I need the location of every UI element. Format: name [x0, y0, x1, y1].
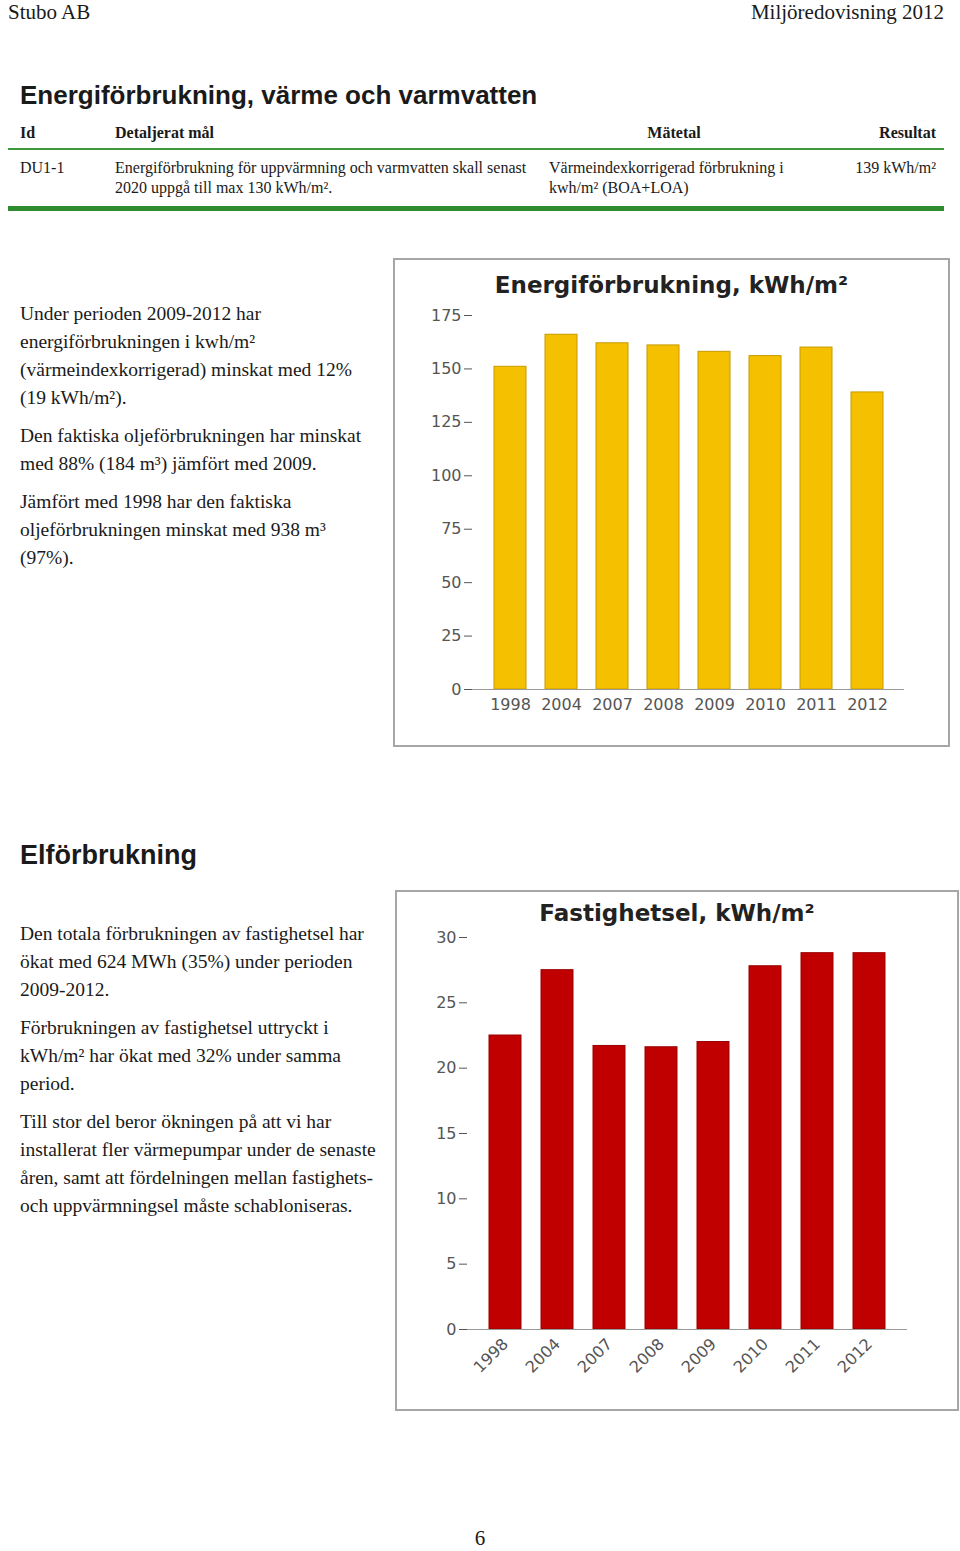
- html-text:Energiförbrukning för uppvärmn: Energiförbrukning för uppvärmning och va…: [115, 159, 527, 196]
- svg-text:2010: 2010: [730, 1334, 772, 1376]
- svg-text:2007: 2007: [592, 695, 633, 714]
- svg-text:2010: 2010: [745, 695, 786, 714]
- html-text:Miljöredovisning 2012: Miljöredovisning 2012: [750, 0, 944, 24]
- html-text:Förbrukningen av fastighetsel: Förbrukningen av fastighetsel uttryckt i…: [20, 1017, 341, 1094]
- svg-text:2004: 2004: [541, 695, 582, 714]
- html-text:Id: Id: [20, 124, 36, 141]
- svg-text:175: 175: [431, 306, 462, 325]
- svg-text:2012: 2012: [834, 1334, 876, 1376]
- svg-text:25: 25: [436, 993, 456, 1012]
- svg-text:0: 0: [451, 680, 461, 699]
- svg-text:0: 0: [446, 1320, 456, 1339]
- html-text:Mätetal: Mätetal: [647, 124, 701, 141]
- svg-text:10: 10: [436, 1189, 456, 1208]
- svg-text:20: 20: [436, 1058, 456, 1077]
- svg-text:30: 30: [436, 928, 456, 947]
- html-text:Detaljerat mål: Detaljerat mål: [115, 124, 215, 141]
- svg-text:100: 100: [431, 466, 462, 485]
- html-text:Under perioden 2009-2012 har e: Under perioden 2009-2012 har energiförbr…: [20, 303, 352, 408]
- svg-text:2012: 2012: [847, 695, 888, 714]
- html-text:Resultat: Resultat: [879, 124, 936, 141]
- svg-text:2011: 2011: [796, 695, 837, 714]
- html-text:Jämfört med 1998 har den fakti: Jämfört med 1998 har den faktiska oljefö…: [20, 491, 326, 568]
- svg-text:1998: 1998: [490, 695, 531, 714]
- html-text:DU1-1: DU1-1: [20, 159, 65, 176]
- html-text:Energiförbrukning, kWh/m²: Energiförbrukning, kWh/m²: [494, 272, 849, 298]
- svg-text:1998: 1998: [470, 1334, 512, 1376]
- svg-text:125: 125: [431, 412, 462, 431]
- svg-text:2009: 2009: [678, 1334, 720, 1376]
- svg-text:2004: 2004: [522, 1334, 564, 1376]
- svg-text:15: 15: [436, 1124, 456, 1143]
- svg-text:50: 50: [441, 573, 461, 592]
- svg-text:2009: 2009: [694, 695, 735, 714]
- html-text:Stubo AB: Stubo AB: [8, 0, 91, 24]
- html-text:Energiförbrukning, värme och v: Energiförbrukning, värme och varmvatten: [20, 80, 538, 110]
- html-text:Värmeindexkorrigerad förbrukni: Värmeindexkorrigerad förbrukning i kwh/m…: [549, 159, 784, 196]
- html-text:Elförbrukning: Elförbrukning: [20, 840, 197, 870]
- html-text:Den totala förbrukningen av fa: Den totala förbrukningen av fastighetsel…: [20, 923, 364, 1000]
- html-text:Fastighetsel, kWh/m²: Fastighetsel, kWh/m²: [539, 900, 815, 926]
- html-text:Till stor del beror ökningen p: Till stor del beror ökningen på att vi h…: [20, 1111, 376, 1216]
- svg-text:2008: 2008: [626, 1334, 668, 1376]
- svg-text:2008: 2008: [643, 695, 684, 714]
- svg-text:5: 5: [446, 1254, 456, 1273]
- html-text:139 kWh/m²: 139 kWh/m²: [855, 159, 936, 176]
- html-text:6: 6: [474, 1526, 486, 1550]
- svg-text:25: 25: [441, 626, 461, 645]
- svg-text:75: 75: [441, 519, 461, 538]
- svg-text:2011: 2011: [782, 1334, 824, 1376]
- html-text:Den faktiska oljeförbrukningen: Den faktiska oljeförbrukningen har minsk…: [20, 425, 362, 474]
- svg-text:150: 150: [431, 359, 462, 378]
- svg-text:2007: 2007: [574, 1334, 616, 1376]
